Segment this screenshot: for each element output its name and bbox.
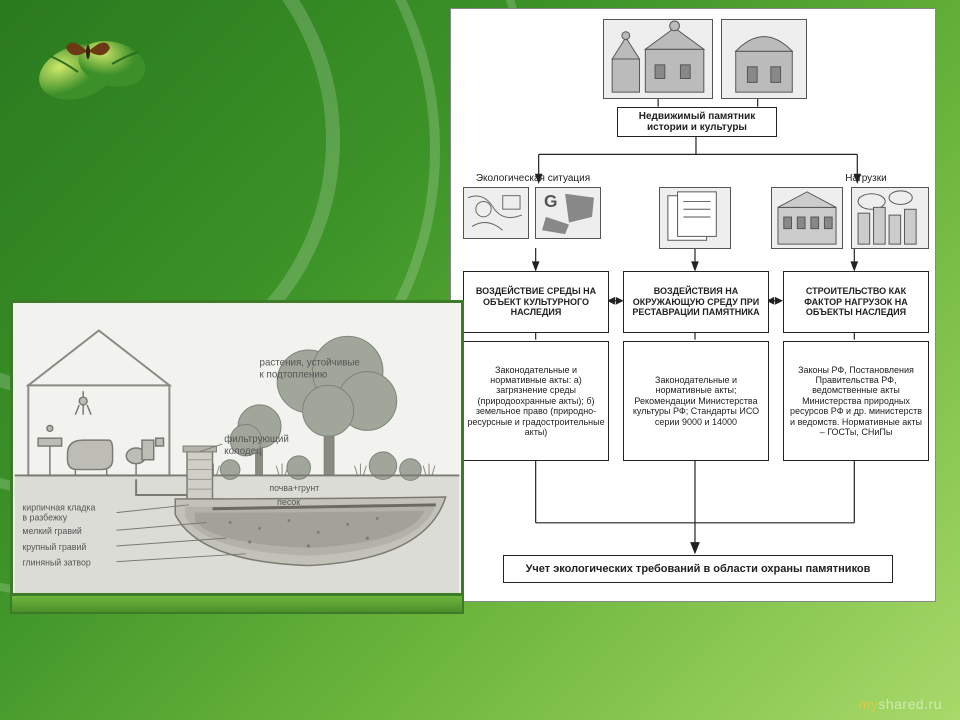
box-col1-body: Законодательные и нормативные акты: а) з… — [463, 341, 609, 461]
thumb-rotunda — [721, 19, 807, 99]
box-col2-body: Законодательные и нормативные акты; Реко… — [623, 341, 769, 461]
thumb-plan: G — [535, 187, 601, 239]
box-col2-header: ВОЗДЕЙСТВИЯ НА ОКРУЖАЮЩУЮ СРЕДУ ПРИ РЕСТ… — [623, 271, 769, 333]
label-fine-gravel: мелкий гравий — [22, 526, 81, 536]
text: Законодательные и нормативные акты: а) з… — [467, 365, 605, 437]
thumb-map — [463, 187, 529, 239]
label-soil: почва+грунт — [269, 483, 319, 493]
text: Недвижимый памятник истории и культуры — [621, 111, 773, 134]
leaf-butterfly-icon — [34, 18, 154, 108]
box-monument-title: Недвижимый памятник истории и культуры — [617, 107, 777, 137]
text: ВОЗДЕЙСТВИЯ НА ОКРУЖАЮЩУЮ СРЕДУ ПРИ РЕСТ… — [627, 286, 765, 317]
label-coarse-gravel: крупный гравий — [22, 542, 86, 552]
text: ВОЗДЕЙСТВИЕ СРЕДЫ НА ОБЪЕКТ КУЛЬТУРНОГО … — [467, 286, 605, 317]
label-loads: Нагрузки — [811, 173, 921, 184]
text: СТРОИТЕЛЬСТВО КАК ФАКТОР НАГРУЗОК НА ОБЪ… — [787, 286, 925, 317]
box-col3-body: Законы РФ, Постановления Правительства Р… — [783, 341, 929, 461]
label-eco-situation: Экологическая ситуация — [463, 173, 603, 184]
label-plants-2: к подтоплению — [260, 369, 328, 380]
thumb-church — [603, 19, 713, 99]
box-col1-header: ВОЗДЕЙСТВИЕ СРЕДЫ НА ОБЪЕКТ КУЛЬТУРНОГО … — [463, 271, 609, 333]
septic-diagram-panel: почва+грунт песок растения, устойчивые к… — [10, 300, 464, 596]
watermark-left: my — [859, 696, 879, 712]
label-plants: растения, устойчивые — [260, 358, 360, 369]
label-brick: кирпичная кладка — [22, 503, 95, 513]
flowchart-panel: Недвижимый памятник истории и культуры Э… — [450, 8, 936, 602]
box-col3-header: СТРОИТЕЛЬСТВО КАК ФАКТОР НАГРУЗОК НА ОБЪ… — [783, 271, 929, 333]
box-bottom: Учет экологических требований в области … — [503, 555, 893, 583]
label-sand: песок — [277, 497, 300, 507]
thumb-city — [851, 187, 929, 249]
text: Учет экологических требований в области … — [526, 563, 871, 576]
thumb-palace — [771, 187, 843, 249]
text: Законы РФ, Постановления Правительства Р… — [787, 365, 925, 437]
svg-text:G: G — [544, 191, 557, 211]
watermark-right: shared.ru — [878, 696, 942, 712]
label-filter-well: фильтрующий — [224, 434, 289, 445]
thumb-docs — [659, 187, 731, 249]
panel-base-slab — [10, 596, 464, 614]
text: Законодательные и нормативные акты; Реко… — [627, 375, 765, 427]
watermark: myshared.ru — [859, 696, 942, 712]
label-brick-2: в разбежку — [22, 513, 67, 523]
label-filter-well-2: колодец — [224, 446, 262, 457]
label-clay: глиняный затвор — [22, 558, 90, 568]
